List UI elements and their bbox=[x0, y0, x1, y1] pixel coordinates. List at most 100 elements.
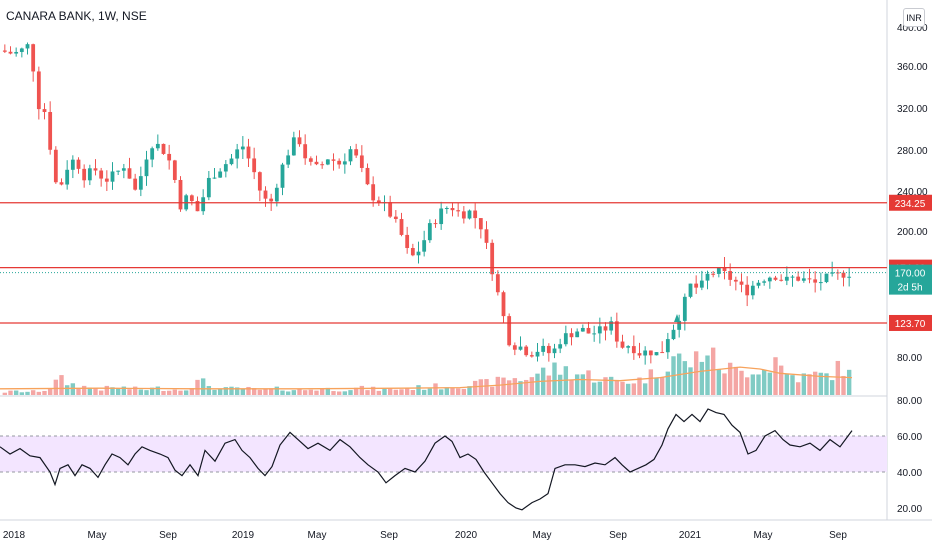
candle-body bbox=[790, 276, 795, 278]
volume-bar bbox=[523, 379, 529, 395]
candle-body bbox=[484, 229, 489, 243]
candle-body bbox=[82, 168, 87, 181]
candle-body bbox=[201, 197, 206, 212]
candle-body bbox=[269, 198, 274, 202]
candle-body bbox=[813, 279, 818, 283]
candle-body bbox=[450, 208, 455, 211]
volume-bar bbox=[195, 379, 200, 395]
candle-body bbox=[756, 282, 761, 286]
candle-body bbox=[167, 153, 172, 161]
candle-body bbox=[643, 350, 648, 356]
candle-body bbox=[223, 164, 228, 172]
candle-body bbox=[541, 345, 546, 352]
volume-bar bbox=[591, 382, 597, 395]
volume-bar bbox=[472, 380, 478, 395]
candle-body bbox=[144, 159, 149, 177]
volume-ma-line bbox=[0, 366, 853, 390]
candle-body bbox=[252, 158, 257, 173]
volume-bar bbox=[824, 373, 829, 395]
candle-body bbox=[614, 321, 619, 342]
candle-body bbox=[603, 326, 608, 331]
candle-body bbox=[405, 234, 410, 249]
candle-body bbox=[609, 321, 614, 331]
volume-bar bbox=[631, 383, 637, 395]
candle-body bbox=[388, 202, 393, 217]
volume-bar bbox=[206, 386, 212, 395]
candle-body bbox=[529, 355, 534, 357]
candle-body bbox=[189, 195, 194, 201]
currency-button[interactable]: INR bbox=[903, 8, 925, 27]
volume-bar bbox=[682, 361, 688, 395]
candle-body bbox=[637, 353, 642, 356]
candle-body bbox=[87, 168, 92, 181]
volume-bar bbox=[246, 386, 251, 395]
candle-body bbox=[314, 161, 319, 165]
volume-bar bbox=[81, 385, 87, 395]
countdown-label: 2d 5h bbox=[897, 283, 922, 294]
volume-bar bbox=[518, 381, 523, 395]
candle-body bbox=[597, 326, 602, 334]
volume-bar bbox=[200, 378, 206, 395]
candle-body bbox=[739, 281, 744, 285]
candle-body bbox=[59, 182, 64, 185]
candle-body bbox=[796, 276, 801, 281]
volume-bar bbox=[716, 368, 722, 395]
time-axis-label: May bbox=[754, 530, 773, 541]
time-axis-label: 2019 bbox=[232, 530, 255, 541]
price-candles bbox=[2, 42, 852, 365]
volume-bar bbox=[699, 361, 705, 395]
candle-body bbox=[155, 143, 160, 149]
candle-body bbox=[240, 146, 245, 150]
price-level-label: 123.70 bbox=[895, 319, 926, 330]
volume-bar bbox=[756, 374, 761, 395]
candle-body bbox=[546, 345, 551, 354]
candle-body bbox=[70, 159, 75, 170]
volume-bar bbox=[489, 386, 495, 395]
volume-bar bbox=[597, 381, 603, 395]
volume-bar bbox=[569, 380, 574, 395]
volume-bar bbox=[251, 388, 257, 395]
volume-bar bbox=[47, 388, 53, 395]
candle-body bbox=[767, 277, 772, 282]
candle-body bbox=[779, 279, 784, 281]
volume-bar bbox=[710, 347, 716, 395]
volume-bar bbox=[841, 375, 846, 395]
volume-bar bbox=[348, 390, 353, 395]
volume-bar bbox=[637, 377, 642, 395]
volume-bar bbox=[461, 388, 467, 395]
candle-body bbox=[535, 351, 540, 357]
volume-bar bbox=[166, 390, 172, 395]
volume-bar bbox=[229, 386, 234, 395]
candle-body bbox=[586, 327, 591, 334]
time-axis-label: Sep bbox=[380, 530, 398, 541]
volume-bar bbox=[393, 389, 399, 395]
volume-bar bbox=[8, 390, 13, 395]
candle-body bbox=[682, 296, 687, 321]
volume-bar bbox=[297, 389, 302, 395]
candle-body bbox=[8, 51, 13, 54]
volume-bar bbox=[416, 385, 421, 395]
volume-bar bbox=[359, 385, 365, 395]
candle-body bbox=[750, 285, 755, 296]
candle-body bbox=[19, 48, 24, 52]
candle-body bbox=[654, 352, 659, 356]
volume-bar bbox=[693, 351, 699, 395]
volume-bar bbox=[421, 389, 427, 395]
candle-body bbox=[824, 273, 829, 283]
candle-body bbox=[563, 333, 568, 345]
candle-body bbox=[25, 44, 30, 49]
candle-body bbox=[42, 109, 47, 113]
candle-body bbox=[801, 278, 806, 281]
rsi-axis-label: 20.00 bbox=[897, 504, 922, 515]
chart-title: CANARA BANK, 1W, NSE bbox=[6, 9, 147, 23]
volume-bar bbox=[399, 389, 404, 395]
candle-body bbox=[626, 346, 631, 348]
volume-bar bbox=[121, 386, 127, 395]
candle-body bbox=[274, 187, 279, 202]
volume-bar bbox=[733, 366, 739, 395]
candle-body bbox=[320, 164, 325, 166]
volume-bar bbox=[189, 388, 195, 395]
candle-body bbox=[762, 281, 767, 283]
volume-bar bbox=[319, 388, 325, 395]
